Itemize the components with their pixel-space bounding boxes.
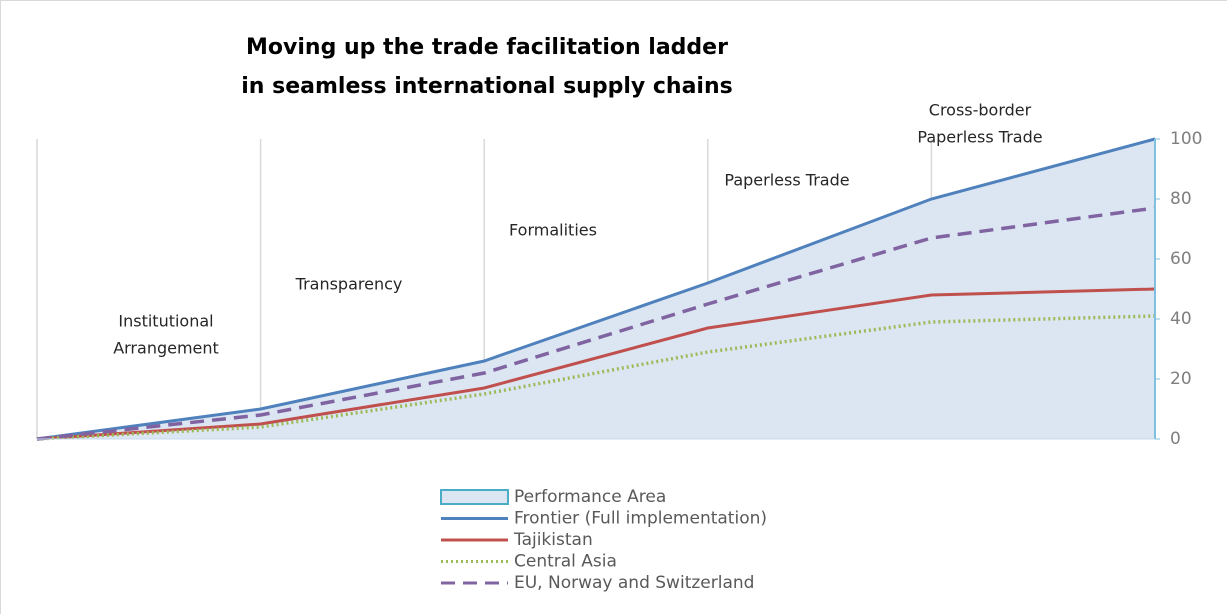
y-tick-label: 80 xyxy=(1170,189,1192,209)
y-tick-label: 0 xyxy=(1170,429,1181,449)
stage-label: Paperless Trade xyxy=(917,128,1042,147)
y-tick-label: 100 xyxy=(1170,129,1202,149)
chart-title: in seamless international supply chains xyxy=(241,74,732,99)
stage-label: Institutional xyxy=(118,312,213,331)
stage-label: Formalities xyxy=(509,221,597,240)
line xyxy=(36,314,1156,441)
stage-label: Paperless Trade xyxy=(724,171,849,190)
area xyxy=(37,139,1155,439)
stage-label: Cross-border xyxy=(929,101,1032,120)
line xyxy=(36,287,1156,441)
legend-label: Tajikistan xyxy=(513,530,593,550)
legend-label: EU, Norway and Switzerland xyxy=(514,573,754,593)
stage-label: Arrangement xyxy=(113,339,219,358)
line xyxy=(36,206,1156,441)
legend-label: Frontier (Full implementation) xyxy=(514,509,767,529)
chart-title: Moving up the trade facilitation ladder xyxy=(246,35,728,60)
line xyxy=(36,137,1156,441)
stage-label: Transparency xyxy=(295,275,403,294)
legend-label: Central Asia xyxy=(514,552,617,572)
y-tick-label: 40 xyxy=(1170,309,1192,329)
y-tick-label: 60 xyxy=(1170,249,1192,269)
y-tick-label: 20 xyxy=(1170,369,1192,389)
legend-label: Performance Area xyxy=(514,487,666,507)
legend-swatch xyxy=(440,489,509,505)
